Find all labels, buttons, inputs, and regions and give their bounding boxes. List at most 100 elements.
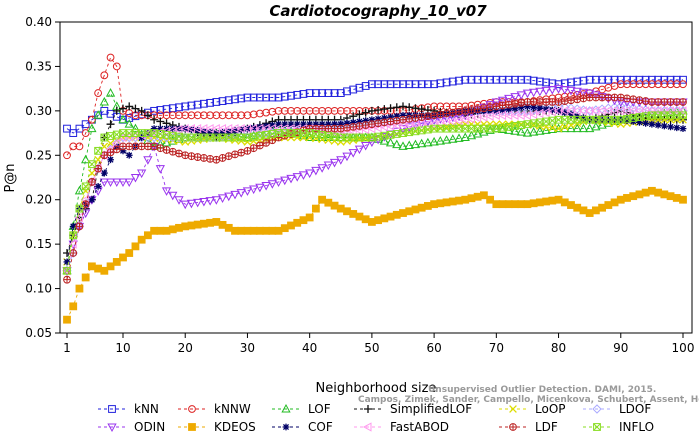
- data-point-inflo: [641, 112, 650, 121]
- data-point-cof: [536, 104, 544, 112]
- data-point-inflo: [268, 130, 277, 138]
- data-point-lof: [466, 130, 477, 140]
- data-point-cof: [542, 105, 550, 113]
- data-point-lof: [273, 123, 284, 133]
- data-point-cof: [175, 125, 183, 133]
- data-point-cof: [654, 121, 662, 129]
- legend-marker-ldof: [592, 404, 602, 414]
- data-point-ldf: [399, 115, 407, 124]
- data-point-simplifiedlof: [392, 103, 401, 112]
- data-point-knnw: [175, 111, 183, 120]
- data-point-odin: [578, 88, 589, 98]
- data-point-inflo: [654, 111, 663, 120]
- data-point-odin: [242, 187, 253, 196]
- data-point-inflo: [430, 124, 439, 133]
- data-point-inflo: [548, 116, 557, 125]
- data-point-knn: [610, 75, 619, 84]
- data-point-knn: [243, 93, 252, 102]
- data-point-simplifiedlof: [150, 115, 159, 124]
- legend-label: kNN: [134, 402, 159, 416]
- data-point-knn: [573, 77, 582, 86]
- legend-item-ldof: LDOF: [583, 402, 651, 416]
- data-point-knnw: [112, 62, 121, 71]
- data-point-knn: [386, 80, 395, 89]
- data-point-odin: [485, 101, 495, 110]
- y-axis: 0.05 0.10 0.15 0.20 0.25 0.30 0.35 0.40: [25, 15, 60, 340]
- data-point-lof: [535, 126, 545, 135]
- data-point-loop: [442, 122, 451, 131]
- data-point-ldf: [206, 154, 215, 163]
- data-point-inflo: [162, 130, 171, 139]
- data-point-odin: [491, 98, 501, 108]
- data-point-cof: [94, 182, 102, 190]
- data-point-knn: [330, 89, 339, 97]
- data-point-cof: [517, 103, 525, 111]
- data-point-ldf: [560, 97, 569, 105]
- data-point-knn: [206, 98, 215, 107]
- data-point-knnw: [218, 111, 227, 120]
- data-point-inflo: [81, 182, 90, 191]
- data-point-odin: [572, 87, 582, 97]
- data-point-lof: [105, 88, 116, 97]
- data-point-inflo: [330, 132, 339, 141]
- data-point-inflo: [417, 126, 426, 135]
- data-point-odin: [529, 88, 539, 98]
- data-point-knn: [255, 93, 264, 102]
- data-point-inflo: [616, 115, 625, 124]
- data-point-knn: [374, 80, 383, 89]
- data-point-ldf: [380, 118, 389, 127]
- data-point-ldf: [455, 107, 463, 116]
- data-point-inflo: [75, 204, 84, 213]
- data-point-cof: [206, 128, 214, 136]
- data-point-knn: [479, 75, 488, 84]
- data-point-ldf: [567, 96, 575, 105]
- data-point-cof: [660, 122, 668, 130]
- data-point-ldf: [498, 101, 507, 110]
- data-point-ldf: [430, 111, 439, 120]
- data-point-knn: [598, 75, 607, 84]
- data-point-odin: [305, 169, 315, 179]
- data-point-lof: [305, 132, 315, 142]
- data-point-inflo: [137, 129, 146, 137]
- data-point-kdeos: [679, 195, 687, 204]
- data-point-knnw: [635, 80, 644, 89]
- data-point-inflo: [411, 127, 420, 136]
- data-point-simplifiedlof: [417, 105, 426, 114]
- legend-item-fastabod: FastABOD: [354, 420, 449, 434]
- data-point-knnw: [629, 80, 638, 89]
- data-point-fastabod: [677, 106, 687, 116]
- data-point-lof: [410, 139, 421, 149]
- data-point-cof: [300, 120, 307, 128]
- data-point-inflo: [224, 133, 233, 142]
- data-point-cof: [555, 107, 562, 115]
- data-point-kdeos: [63, 315, 71, 324]
- legend-label: LDOF: [619, 402, 651, 416]
- data-point-cof: [642, 119, 650, 127]
- data-point-inflo: [679, 111, 687, 120]
- data-point-knn: [461, 75, 470, 84]
- data-point-inflo: [455, 124, 463, 133]
- data-point-lof: [473, 128, 483, 138]
- data-point-knn: [162, 105, 171, 113]
- data-point-simplifiedlof: [125, 102, 134, 111]
- data-point-lof: [529, 127, 539, 136]
- data-point-knn: [455, 76, 463, 85]
- data-point-cof: [318, 120, 326, 128]
- data-point-kdeos: [106, 262, 115, 271]
- data-point-knn: [311, 89, 320, 97]
- data-point-lof: [429, 136, 439, 146]
- data-point-ldf: [100, 151, 109, 160]
- data-point-cof: [343, 119, 351, 127]
- data-point-lof: [597, 120, 607, 129]
- data-point-inflo: [672, 111, 681, 120]
- data-point-ldf: [641, 97, 650, 105]
- credit-line-2: Unsupervised Outlier Detection. DAMI, 20…: [428, 385, 656, 395]
- data-point-knnw: [280, 106, 289, 115]
- x-tick-label: 90: [613, 341, 628, 355]
- data-point-ldf: [87, 178, 96, 186]
- series-layer: [61, 53, 688, 324]
- data-point-inflo: [125, 129, 134, 137]
- data-point-ldf: [517, 98, 526, 107]
- data-point-inflo: [119, 129, 127, 137]
- data-point-lof: [398, 141, 408, 150]
